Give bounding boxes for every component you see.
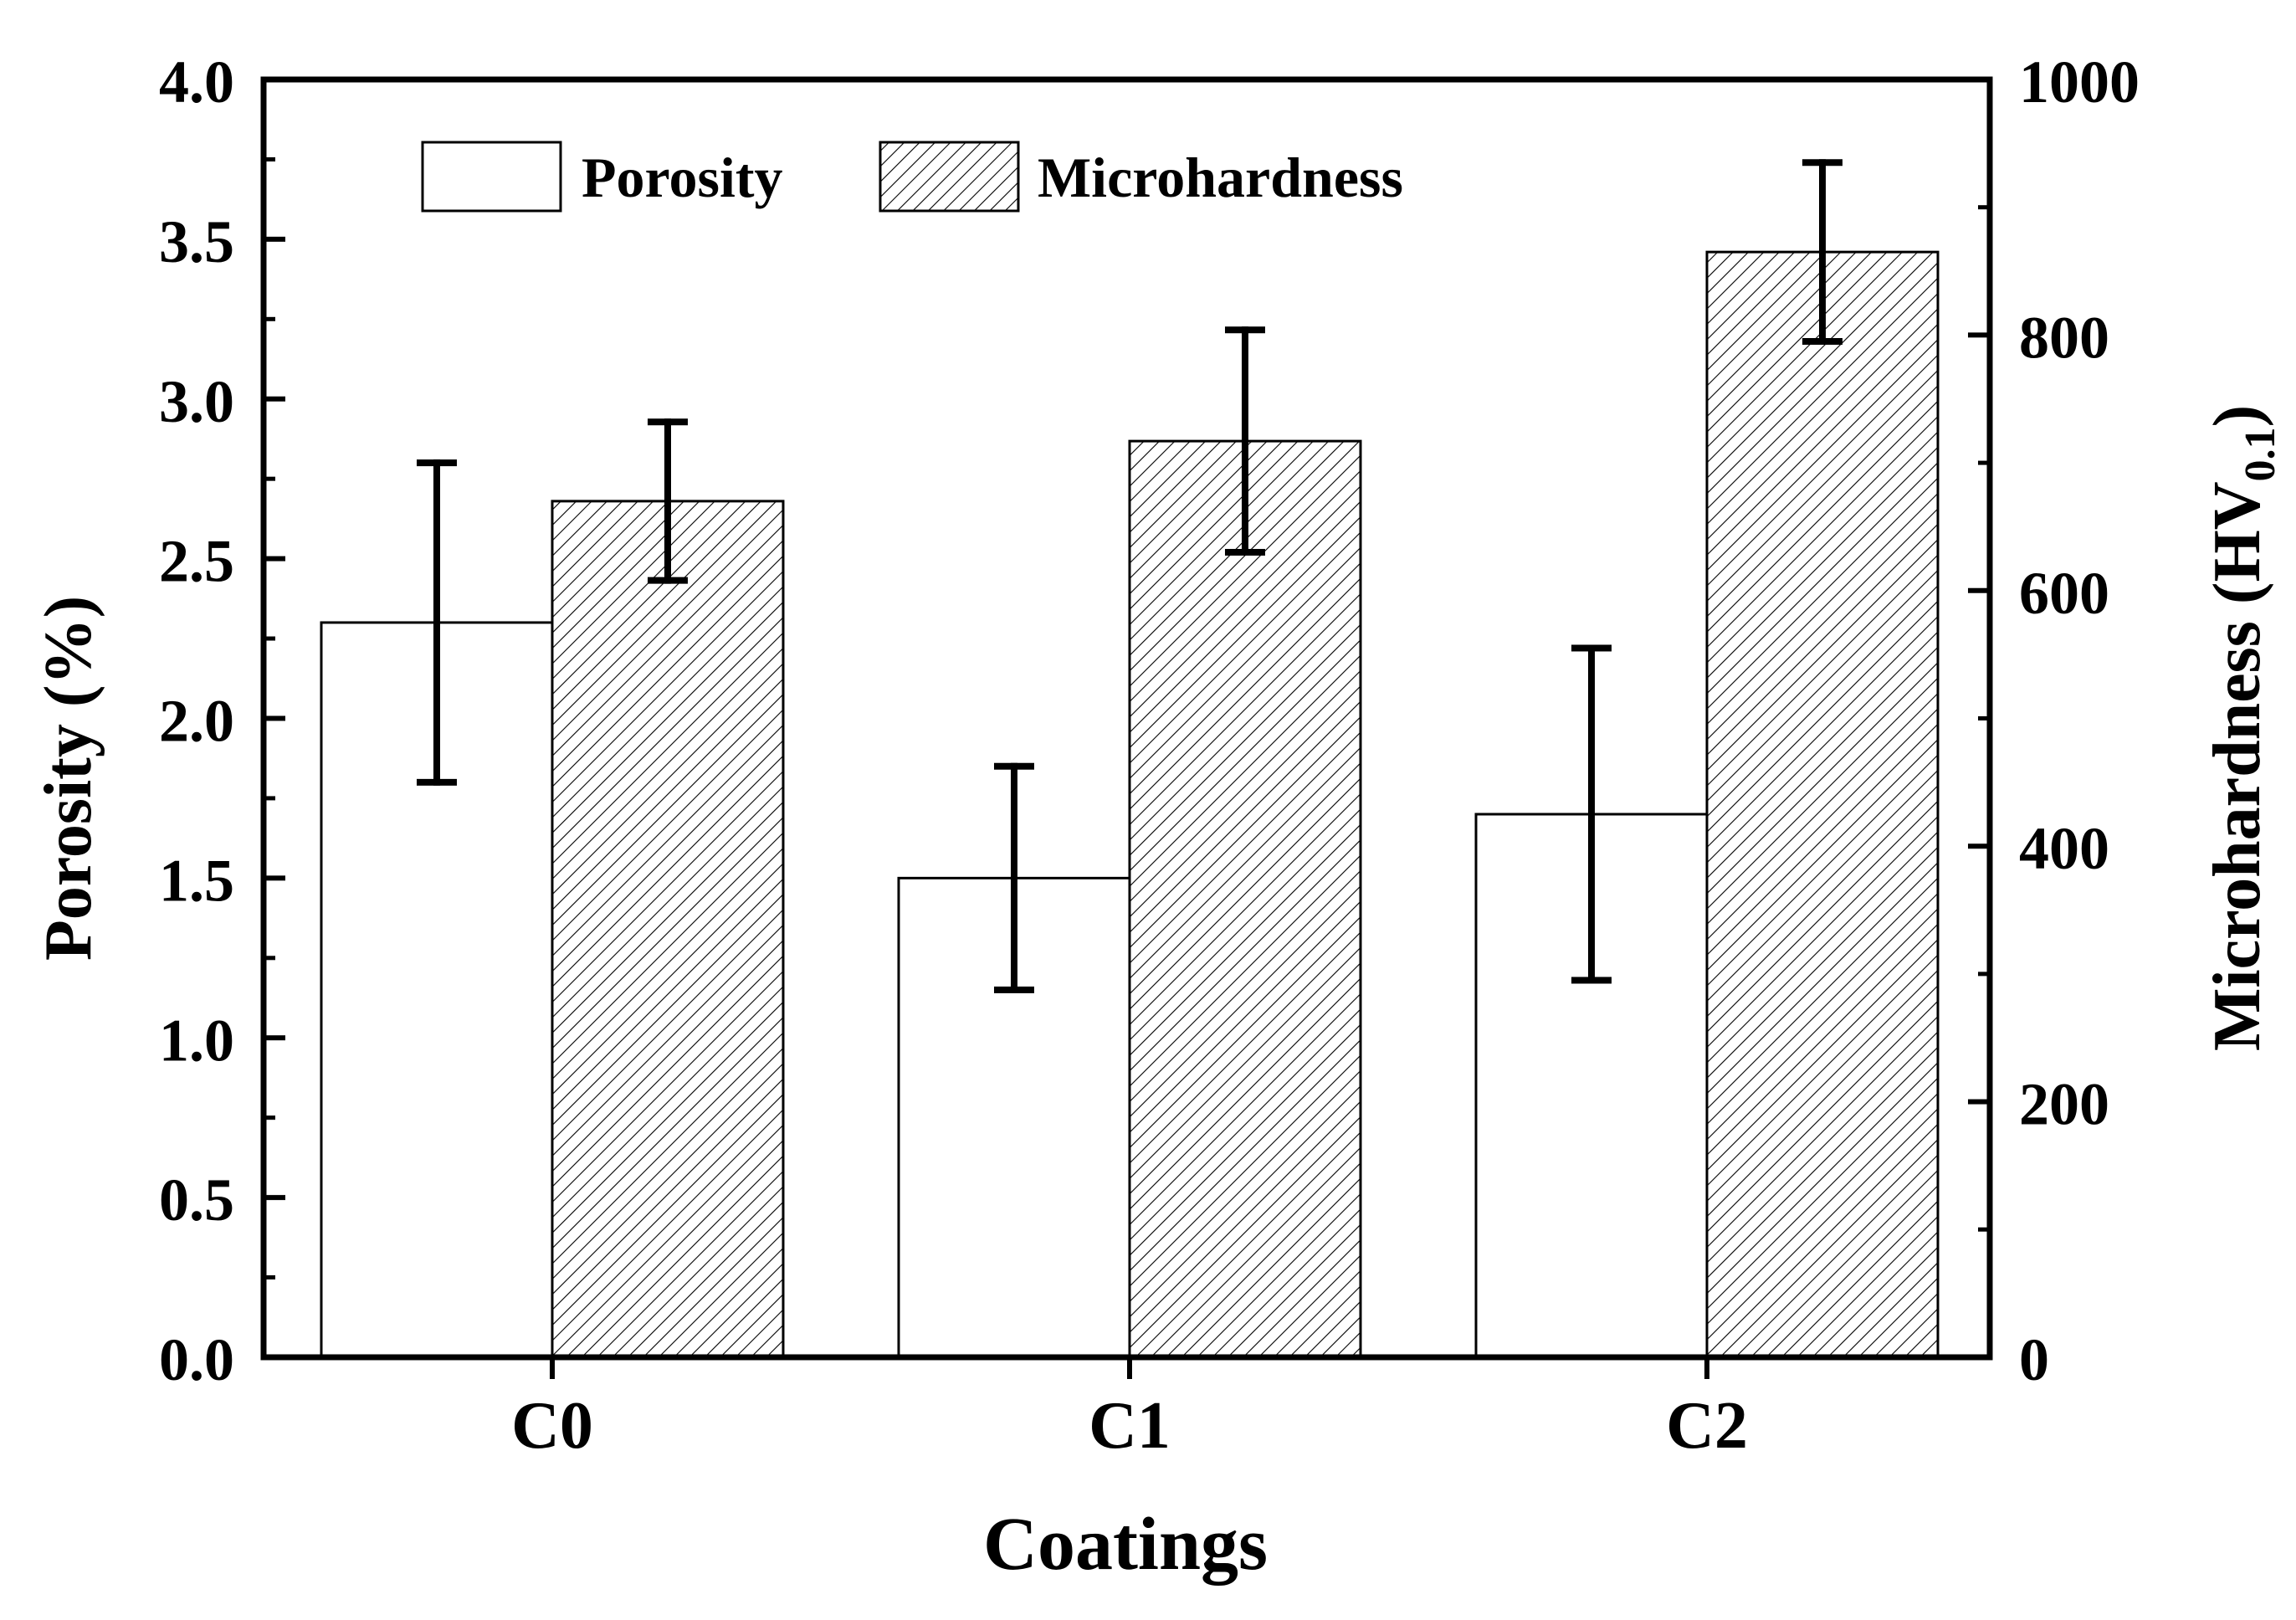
y-right-title-close: ) bbox=[2201, 405, 2274, 428]
y-left-axis-title: Porosity (%) bbox=[32, 596, 105, 961]
plot-frame bbox=[260, 76, 1993, 1361]
y-left-tick-label: 0.5 bbox=[159, 1166, 234, 1233]
bar-microhardness-c0 bbox=[551, 500, 785, 1359]
error-bar-porosity-c0 bbox=[417, 459, 457, 786]
legend-label-microhardness: Microhardness bbox=[1038, 146, 1403, 209]
y-right-tick-label: 800 bbox=[2019, 304, 2109, 371]
x-tick-label-c0: C0 bbox=[511, 1389, 593, 1463]
y-right-tick-label: 600 bbox=[2019, 560, 2109, 627]
y-left-tick-label: 1.5 bbox=[159, 847, 234, 914]
bar-microhardness-c1 bbox=[1128, 439, 1362, 1359]
y-right-tick-label: 1000 bbox=[2019, 49, 2140, 115]
y-left-tick-label: 2.0 bbox=[159, 688, 234, 755]
error-bar-porosity-c2 bbox=[1571, 644, 1612, 984]
legend: Porosity Microhardness bbox=[421, 141, 1403, 213]
y-right-title-main: Microhardness (HV bbox=[2201, 481, 2274, 1051]
legend-label-porosity: Porosity bbox=[582, 146, 783, 209]
y-right-title-subscript: 0.1 bbox=[2237, 427, 2284, 481]
error-bar-microhardness-c2 bbox=[1802, 159, 1842, 346]
bar-microhardness-c2 bbox=[1705, 250, 1940, 1359]
y-left-tick-label: 1.0 bbox=[159, 1007, 234, 1074]
x-tick-label-c2: C2 bbox=[1666, 1389, 1748, 1463]
y-right-tick-label: 400 bbox=[2019, 815, 2109, 882]
y-right-tick-label: 0 bbox=[2019, 1326, 2049, 1393]
error-bar-microhardness-c1 bbox=[1225, 326, 1265, 556]
legend-swatch-microhardness bbox=[879, 141, 1020, 213]
y-left-tick-label: 3.5 bbox=[159, 208, 234, 275]
y-right-tick-label: 200 bbox=[2019, 1071, 2109, 1138]
y-left-tick-label: 2.5 bbox=[159, 528, 234, 595]
error-bar-microhardness-c0 bbox=[648, 418, 688, 584]
y-right-axis-title: Microhardness (HV0.1) bbox=[2201, 405, 2284, 1051]
x-axis-title: Coatings bbox=[983, 1503, 1268, 1586]
y-left-tick-label: 0.0 bbox=[159, 1326, 234, 1393]
error-bar-porosity-c1 bbox=[994, 762, 1034, 993]
legend-swatch-porosity bbox=[421, 141, 562, 213]
y-left-tick-label: 3.0 bbox=[159, 368, 234, 435]
y-left-tick-label: 4.0 bbox=[159, 49, 234, 115]
x-tick-label-c1: C1 bbox=[1089, 1389, 1171, 1463]
